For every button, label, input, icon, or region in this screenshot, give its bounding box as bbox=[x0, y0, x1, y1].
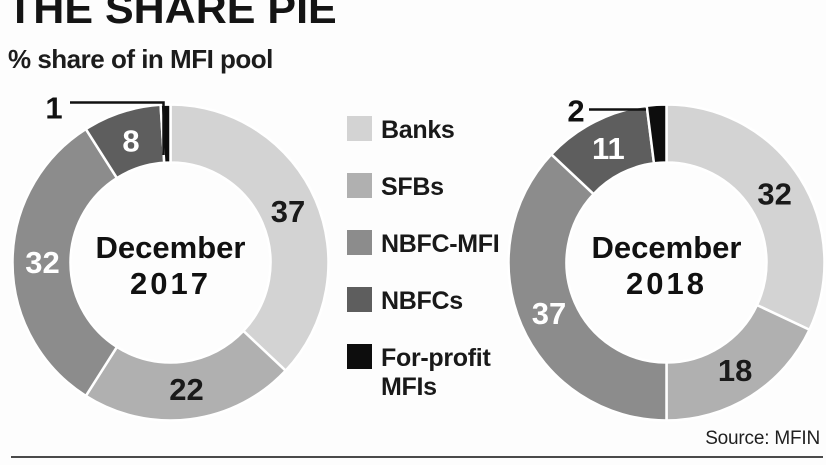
legend-swatch-banks bbox=[347, 116, 372, 141]
slice-value: 18 bbox=[718, 353, 752, 388]
donut-center-year: 2017 bbox=[130, 266, 211, 301]
slice-value-callout: 1 bbox=[45, 91, 62, 126]
legend-item-for-profit-mfis: For-profit MFIs bbox=[347, 344, 503, 402]
legend-item-sfbs: SFBs bbox=[347, 173, 503, 202]
legend-label-nbfcs: NBFCs bbox=[381, 287, 463, 315]
slice-value: 11 bbox=[592, 131, 625, 166]
slice-value: 37 bbox=[532, 296, 566, 331]
slice-value-callout: 2 bbox=[567, 94, 584, 129]
donut-chart-2018: 32 18 37 11 2 December 2018 bbox=[496, 85, 826, 433]
slice-value: 8 bbox=[122, 123, 139, 158]
legend-swatch-nbfcs bbox=[347, 287, 372, 312]
donut-center-month: December bbox=[592, 230, 742, 265]
slice-banks bbox=[169, 103, 330, 372]
callout-line bbox=[70, 101, 165, 155]
slice-for-profit-mfis bbox=[645, 103, 668, 165]
donut-center-year: 2018 bbox=[626, 266, 707, 301]
slice-nbfc-mfi bbox=[507, 153, 668, 422]
slice-value: 37 bbox=[271, 194, 305, 229]
legend-item-banks: Banks bbox=[347, 116, 503, 145]
legend-swatch-sfbs bbox=[347, 173, 372, 198]
slice-banks bbox=[665, 103, 826, 332]
slice-value: 22 bbox=[169, 372, 203, 407]
chart-subtitle: % share of in MFI pool bbox=[8, 44, 273, 74]
legend-swatch-nbfc-mfi bbox=[347, 230, 372, 255]
page-title: THE SHARE PIE bbox=[7, 0, 337, 33]
legend-item-nbfc-mfi: NBFC-MFI bbox=[347, 230, 503, 259]
donut-center-month: December bbox=[96, 230, 246, 265]
slice-nbfc-mfi bbox=[11, 127, 119, 398]
legend-swatch-for-profit-mfis bbox=[347, 344, 372, 369]
legend-label-nbfc-mfi: NBFC-MFI bbox=[381, 230, 500, 258]
bottom-divider bbox=[11, 456, 823, 458]
slice-value: 32 bbox=[757, 176, 791, 211]
source-credit: Source: MFIN bbox=[705, 428, 820, 449]
legend-item-nbfcs: NBFCs bbox=[347, 287, 503, 316]
donut-chart-2017: 37 22 32 8 1 December 2017 bbox=[0, 85, 341, 433]
legend-label-banks: Banks bbox=[381, 116, 455, 144]
legend-label-for-profit-mfis: For-profit MFIs bbox=[381, 344, 491, 401]
legend-label-sfbs: SFBs bbox=[381, 173, 444, 201]
slice-value: 32 bbox=[25, 245, 59, 280]
legend: Banks SFBs NBFC-MFI NBFCs For-profit MFI… bbox=[347, 116, 503, 402]
